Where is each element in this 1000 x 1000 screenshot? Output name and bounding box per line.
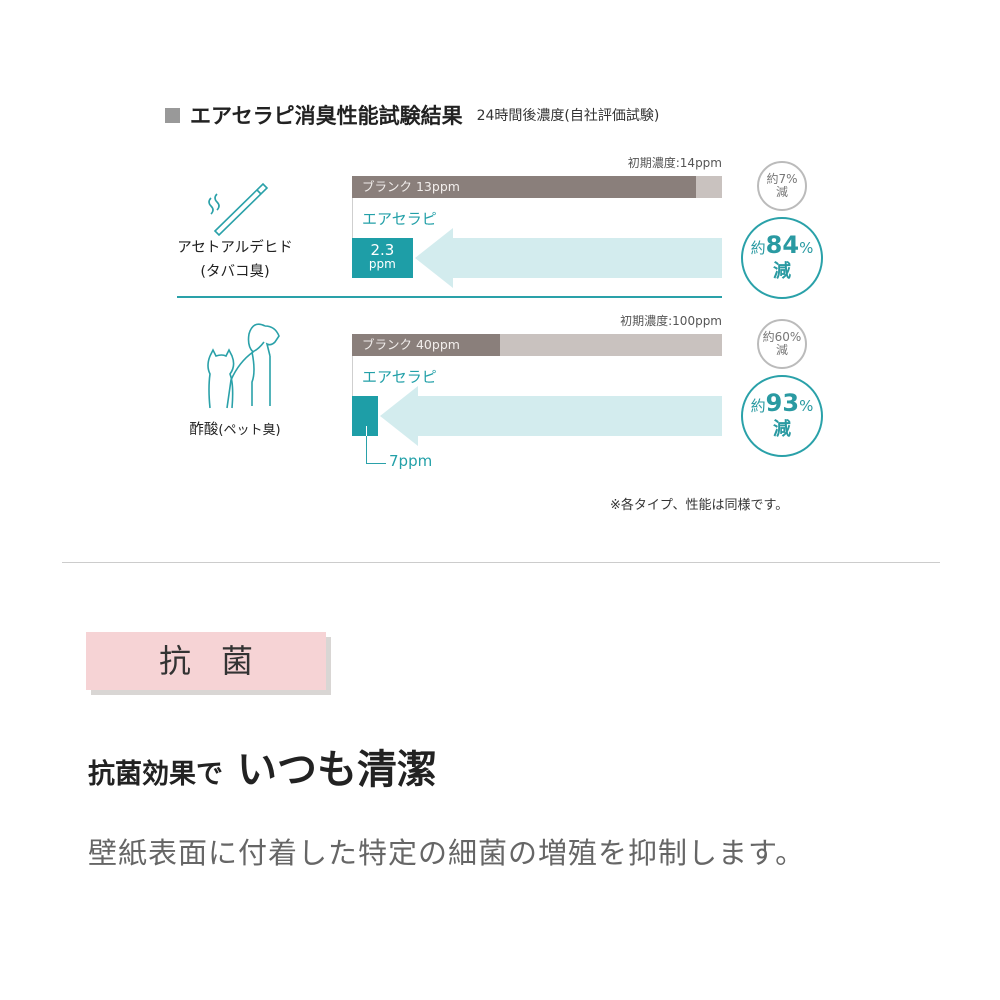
reduction-word: 減 [773,260,791,282]
aero-label: エアセラピ [362,210,437,228]
group-divider [177,296,722,298]
pre: 約 [750,238,766,257]
dog-cat-icon [190,316,290,415]
aero-bar [352,396,378,436]
aero-label: エアセラピ [362,368,437,386]
aero-value: 2.3 [370,241,395,259]
blank-reduction-word: 減 [775,185,788,199]
reduction-arrow [380,386,722,446]
blank-bar: ブランク 40ppm [352,334,500,356]
pct: % [799,396,814,415]
section-body: 壁紙表面に付着した特定の細菌の増殖を抑制します。 [88,836,806,870]
blank-reduction-badge: 約60% 減 [757,319,807,369]
title-text: エアセラピ消臭性能試験結果 [190,104,463,128]
leader-line [366,436,386,464]
blank-reduction-badge: 約7% 減 [757,161,807,211]
reduction-number: 93 [765,388,800,417]
aero-reduction-badge: 約84% 減 [741,217,823,299]
heading-pre: 抗菌効果で [88,759,223,790]
odor-name: アセトアルデヒド [177,240,293,256]
chart-subtitle: 24時間後濃度(自社評価試験) [476,108,660,124]
cigarette-icon [205,176,275,240]
blank-reduction-pct: 約60% [762,330,802,344]
blank-bar: ブランク 13ppm [352,176,696,198]
blank-reduction-pct: 約7% [766,172,798,186]
odor-name: 酢酸 [189,422,219,438]
section-heading: 抗菌効果で いつも清潔 [88,737,437,795]
odor-sub: (タバコ臭) [200,264,270,280]
antibacterial-badge: 抗菌 [86,632,326,690]
reduction-arrow [414,228,722,288]
initial-concentration: 初期濃度:100ppm [620,314,722,328]
odor-label: 酢酸(ペット臭) [170,418,300,443]
footnote: ※各タイプ、性能は同様です。 [610,498,789,513]
heading-main: いつも清潔 [237,747,437,793]
reduction-number: 84 [765,230,800,259]
initial-concentration: 初期濃度:14ppm [627,156,722,170]
aero-value: 7ppm [389,452,433,470]
aero-bar: 2.3 ppm [352,238,413,278]
reduction-word: 減 [773,418,791,440]
section-divider [62,562,940,563]
aero-unit: ppm [368,257,396,271]
blank-reduction-word: 減 [775,343,788,357]
title-square-icon [165,107,180,123]
initial-bar: ブランク 40ppm [352,334,722,356]
odor-label: アセトアルデヒド (タバコ臭) [170,236,300,284]
initial-bar: ブランク 13ppm [352,176,722,198]
chart-title: エアセラピ消臭性能試験結果 24時間後濃度(自社評価試験) [165,100,659,130]
aero-reduction-badge: 約93% 減 [741,375,823,457]
pre: 約 [750,396,766,415]
pct: % [799,238,814,257]
odor-sub: (ペット臭) [218,423,281,438]
